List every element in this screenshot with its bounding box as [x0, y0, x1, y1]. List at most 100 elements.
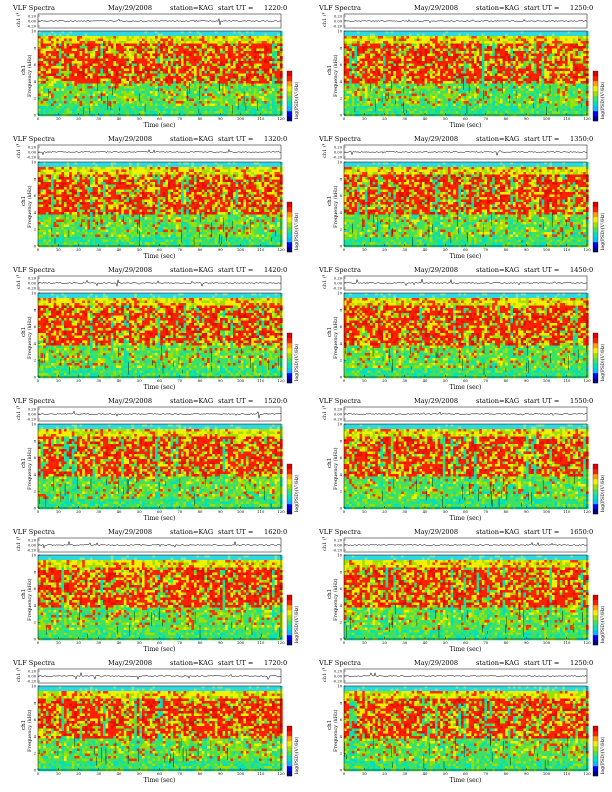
colorbar-segment — [593, 71, 598, 77]
spectrogram-svg: 0.200.00-0.20 ch1 (V) 0 2 4 6 8 10 ch1 Frequency … — [321, 537, 606, 653]
panel-station: station=KAG — [476, 265, 519, 275]
panel-station: station=KAG — [170, 396, 213, 406]
colorbar-segment — [287, 348, 292, 354]
time-tick-label: 100 — [543, 247, 551, 252]
colorbar — [286, 70, 293, 122]
time-tick-label: 40 — [423, 771, 428, 776]
panel-start-label: start UT = — [524, 396, 559, 406]
channel-label: ch1 — [21, 720, 27, 730]
time-axis-label: Time (sec) — [450, 646, 482, 653]
colorbar-segment — [593, 111, 598, 117]
spectrogram-svg: 0.200.00-0.20 ch1 (V) 0 2 4 6 8 10 ch1 Frequency … — [321, 275, 606, 391]
time-tick-label: 90 — [524, 509, 529, 514]
colorbar-segment — [593, 595, 598, 601]
freq-tick-label: 8 — [340, 438, 343, 443]
spectrogram-image — [38, 555, 283, 641]
freq-tick-label: 4 — [340, 210, 343, 215]
panel-header: VLF Spectra May/29/2008 station=KAG start U… — [4, 396, 304, 406]
freq-tick-label: 10 — [31, 291, 36, 296]
colorbar-segment — [593, 731, 598, 737]
colorbar-segment — [287, 509, 292, 515]
colorbar-segment — [287, 343, 292, 349]
freq-tick-label: 8 — [34, 569, 37, 574]
time-tick-label: 20 — [76, 509, 81, 514]
time-tick-label: 90 — [524, 640, 529, 645]
colorbar-segment — [287, 101, 292, 107]
time-tick-label: 80 — [198, 247, 203, 252]
colorbar-segment — [287, 771, 292, 777]
colorbar-frame — [286, 725, 293, 777]
channel-label: ch1 — [327, 196, 333, 206]
spectrogram-image — [38, 162, 283, 248]
freq-tick-label: 8 — [340, 45, 343, 50]
panel-header: VLF Spectra May/29/2008 station=KAG start U… — [310, 658, 610, 668]
time-tick-label: 20 — [382, 247, 387, 252]
time-tick-label: 80 — [504, 640, 509, 645]
colorbar-segment — [593, 338, 598, 344]
freq-tick-label: 6 — [34, 324, 37, 329]
panel-start-label: start UT = — [218, 134, 253, 144]
time-tick-label: 110 — [257, 247, 265, 252]
colorbar-segment — [593, 333, 598, 339]
panel-start-ut: 1720:0 — [264, 658, 287, 668]
colorbar-segment — [287, 615, 292, 621]
freq-tick-label: 4 — [340, 734, 343, 739]
colorbar-segment — [287, 353, 292, 359]
panel-date: May/29/2008 — [414, 265, 458, 275]
time-tick-label: 100 — [543, 509, 551, 514]
trace-tick-label: -0.20 — [27, 680, 37, 684]
spectrogram-panel: VLF Spectra May/29/2008 station=KAG start U… — [4, 265, 304, 393]
freq-tick-label: 0 — [340, 768, 343, 773]
colorbar-segment — [287, 736, 292, 742]
time-axis-label: Time (sec) — [450, 122, 482, 129]
colorbar-segment — [593, 726, 598, 732]
panel-header: VLF Spectra May/29/2008 station=KAG start U… — [4, 134, 304, 144]
panel-date: May/29/2008 — [414, 527, 458, 537]
panel-station: station=KAG — [170, 658, 213, 668]
colorbar-frame — [592, 332, 599, 384]
time-tick-label: 80 — [198, 640, 203, 645]
trace-tick-label: 0.00 — [334, 413, 343, 417]
time-tick-label: 70 — [483, 116, 488, 121]
freq-axis-label: Frequency (kHz) — [332, 316, 339, 359]
panel-date: May/29/2008 — [414, 396, 458, 406]
freq-tick-label: 10 — [337, 291, 342, 296]
colorbar-segment — [287, 81, 292, 87]
time-tick-label: 90 — [524, 771, 529, 776]
colorbar-segment — [593, 489, 598, 495]
freq-tick-label: 4 — [340, 341, 343, 346]
spectrogram-image — [344, 555, 589, 641]
time-tick-label: 60 — [157, 771, 162, 776]
colorbar-frame — [286, 332, 293, 384]
time-tick-label: 110 — [563, 116, 571, 121]
trace-tick-label: 0.00 — [334, 675, 343, 679]
panel-date: May/29/2008 — [414, 3, 458, 13]
time-tick-label: 90 — [524, 378, 529, 383]
freq-tick-label: 10 — [337, 160, 342, 165]
colorbar-segment — [593, 736, 598, 742]
time-tick-label: 60 — [157, 640, 162, 645]
freq-tick-label: 10 — [31, 422, 36, 427]
trace-tick-label: 0.20 — [28, 15, 37, 19]
trace-tick-label: 0.20 — [334, 539, 343, 543]
colorbar — [592, 70, 599, 122]
channel-label: ch1 — [327, 458, 333, 468]
panel-station: station=KAG — [476, 3, 519, 13]
colorbar-segment — [287, 756, 292, 762]
time-tick-label: 110 — [257, 509, 265, 514]
colorbar — [592, 463, 599, 515]
time-tick-label: 10 — [362, 509, 367, 514]
colorbar — [592, 332, 599, 384]
panel-start-label: start UT = — [218, 265, 253, 275]
freq-axis-label: Frequency (kHz) — [26, 54, 33, 97]
time-tick-label: 90 — [218, 640, 223, 645]
colorbar-segment — [287, 207, 292, 213]
trace-ylabel: ch1 (V) — [15, 668, 22, 682]
freq-tick-label: 8 — [340, 569, 343, 574]
time-axis-label: Time (sec) — [144, 253, 176, 260]
panel-header: VLF Spectra May/29/2008 station=KAG start U… — [310, 265, 610, 275]
spectrogram-panel: VLF Spectra May/29/2008 station=KAG start U… — [4, 3, 304, 131]
freq-tick-label: 2 — [340, 96, 343, 101]
time-tick-label: 30 — [96, 509, 101, 514]
freq-tick-label: 2 — [340, 358, 343, 363]
